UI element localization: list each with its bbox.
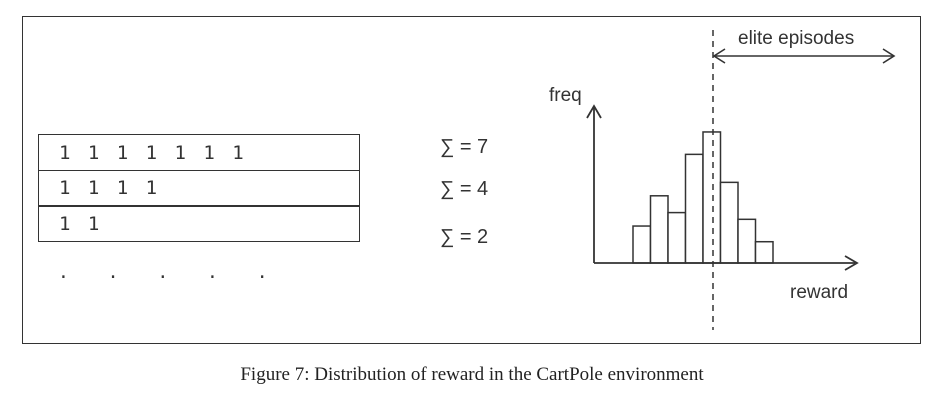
y-axis-arrow-icon (586, 104, 602, 119)
histogram-bar (632, 225, 652, 264)
episode-rewards: 1 1 1 1 1 1 1 (59, 141, 247, 164)
histogram-bar (719, 181, 739, 264)
reward-axis-label: reward (790, 282, 848, 303)
histogram-bar (737, 218, 757, 264)
episode-rewards: 1 1 1 1 (59, 177, 161, 199)
x-axis-arrow-icon (844, 255, 859, 271)
freq-axis-label: freq (549, 85, 582, 106)
histogram-bars (632, 131, 774, 264)
episode-row: 1 1 1 1 (38, 169, 360, 207)
more-episodes-ellipsis: . . . . . (58, 262, 282, 283)
histogram-bar (667, 211, 687, 264)
figure-caption: Figure 7: Distribution of reward in the … (240, 364, 704, 385)
elite-right-arrow-icon (882, 48, 896, 64)
episode-rewards: 1 1 (59, 212, 103, 235)
elite-episodes-label: elite episodes (738, 28, 854, 49)
histogram-bar (754, 240, 774, 264)
episode-list: 1 1 1 1 1 1 1 1 1 1 1 1 1 (38, 134, 360, 242)
episode-sum: ∑ = 4 (440, 178, 489, 200)
episode-row: 1 1 (38, 205, 360, 242)
histogram-bar (684, 153, 704, 264)
episode-row: 1 1 1 1 1 1 1 (38, 134, 360, 171)
episode-sum: ∑ = 7 (440, 136, 489, 158)
episode-sum: ∑ = 2 (440, 226, 489, 248)
histogram-bar (702, 131, 722, 264)
figure-frame (22, 16, 921, 344)
elite-left-arrow-icon (712, 48, 726, 64)
histogram-bar (649, 195, 669, 264)
